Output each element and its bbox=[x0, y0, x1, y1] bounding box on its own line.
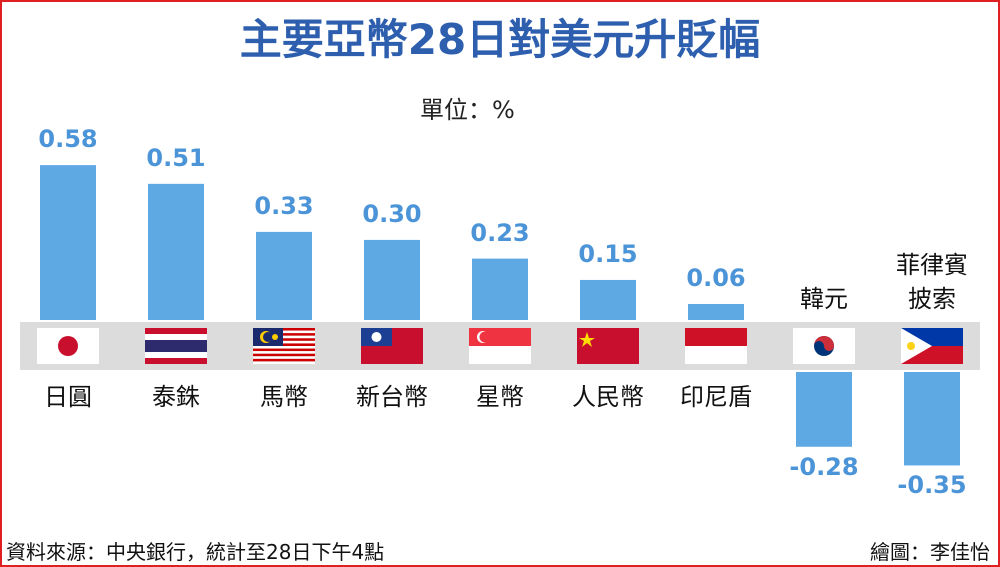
flag-part bbox=[253, 356, 315, 359]
unit-label: 單位：% bbox=[420, 96, 515, 124]
chart-title: 主要亞幣28日對美元升貶幅 bbox=[239, 15, 761, 64]
flag-part bbox=[253, 328, 315, 331]
flag-part bbox=[479, 331, 491, 343]
value-label: 0.15 bbox=[578, 239, 638, 268]
source: 資料來源：中央銀行，統計至28日下午4點 bbox=[6, 540, 385, 564]
flag bbox=[901, 328, 963, 364]
flag-part bbox=[685, 328, 747, 346]
value-label: 0.58 bbox=[38, 125, 98, 154]
category-label: 人民幣 bbox=[572, 383, 644, 411]
flag-part bbox=[371, 332, 382, 342]
flag-part bbox=[579, 332, 595, 347]
category-label: 印尼盾 bbox=[680, 383, 752, 411]
flag bbox=[685, 328, 747, 364]
flag-part bbox=[253, 335, 315, 339]
flag-part bbox=[907, 342, 915, 350]
flag-part bbox=[253, 348, 315, 352]
value-label: 0.23 bbox=[470, 218, 530, 247]
flag bbox=[37, 328, 99, 364]
bar bbox=[904, 372, 960, 466]
flag-part bbox=[901, 328, 932, 364]
bar bbox=[256, 231, 312, 320]
flag-part bbox=[253, 340, 315, 344]
category-label: 泰銖 bbox=[152, 383, 200, 411]
value-label: 0.51 bbox=[146, 143, 206, 172]
category-label: 韓元 bbox=[800, 285, 848, 313]
value-label: -0.35 bbox=[897, 471, 967, 500]
flag-part bbox=[253, 358, 315, 362]
category-label: 新台幣 bbox=[356, 383, 428, 411]
flag-part bbox=[272, 334, 278, 340]
flag bbox=[469, 328, 531, 364]
flag-part bbox=[577, 328, 639, 364]
flag-part bbox=[253, 353, 315, 357]
category-label: 菲律賓 披索 bbox=[896, 251, 968, 313]
bar bbox=[40, 165, 96, 320]
bar bbox=[148, 183, 204, 320]
flag-part bbox=[253, 361, 315, 365]
flag-part bbox=[253, 346, 315, 349]
bar bbox=[364, 239, 420, 320]
category-label: 星幣 bbox=[476, 383, 524, 411]
bar bbox=[472, 258, 528, 320]
flag bbox=[793, 328, 855, 364]
flag bbox=[361, 328, 423, 364]
category-label: 馬幣 bbox=[260, 383, 308, 411]
flag-part bbox=[263, 332, 273, 342]
flag-part bbox=[814, 336, 834, 351]
flag-part bbox=[253, 333, 315, 336]
value-label: 0.06 bbox=[686, 263, 746, 292]
credit: 繪圖：李佳怡 bbox=[870, 540, 990, 564]
flag-part bbox=[58, 336, 78, 356]
bar bbox=[796, 372, 852, 447]
flag-part bbox=[253, 338, 315, 341]
bar bbox=[688, 303, 744, 320]
bar bbox=[580, 279, 636, 320]
flag-part bbox=[253, 330, 315, 334]
flag bbox=[145, 328, 207, 364]
value-label: 0.33 bbox=[254, 191, 314, 220]
flag-part bbox=[145, 340, 207, 352]
flag bbox=[577, 328, 639, 364]
flag bbox=[253, 328, 315, 365]
value-label: -0.28 bbox=[789, 452, 859, 481]
category-label: 日圓 bbox=[44, 383, 92, 411]
flag-part bbox=[253, 343, 315, 347]
value-label: 0.30 bbox=[362, 199, 422, 228]
flag-part bbox=[253, 351, 315, 354]
